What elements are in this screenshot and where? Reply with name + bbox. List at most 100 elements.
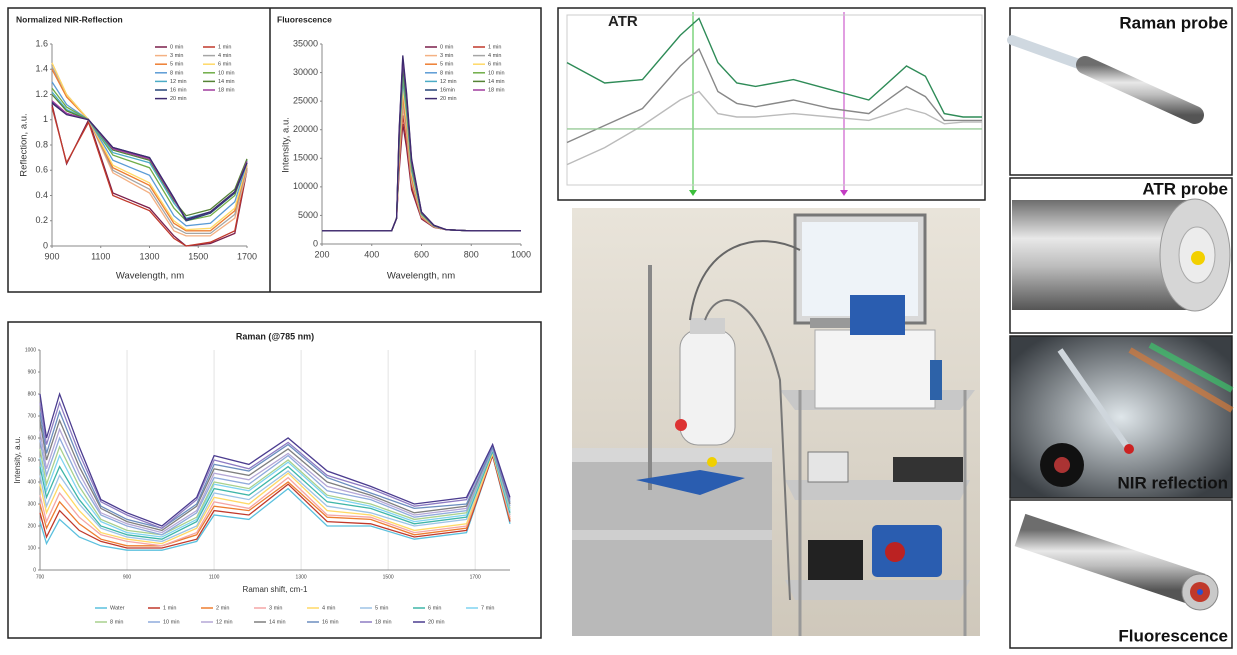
x-tick-label: 1000 [511, 249, 531, 259]
y-tick-label: 400 [28, 479, 37, 485]
chart-title: Raman (@785 nm) [236, 331, 314, 341]
legend-label: 18 min [218, 87, 235, 93]
legend-label: 14 min [218, 79, 235, 85]
x-axis-label: Raman shift, cm-1 [243, 585, 308, 594]
frame [7, 321, 542, 639]
legend-label: 6 min [218, 62, 231, 68]
x-tick-label: 900 [44, 251, 59, 261]
photo-label: NIR reflection [1117, 473, 1228, 492]
y-tick-label: 900 [28, 369, 37, 375]
series-line [39, 451, 511, 547]
x-tick-label: 900 [123, 574, 132, 580]
legend-label: 8 min [440, 70, 453, 76]
x-tick-label: 700 [36, 574, 45, 580]
series-line [51, 81, 248, 227]
legend-label: 3 min [170, 53, 183, 59]
chart: ATR [566, 13, 983, 186]
legend-label: 5 min [440, 62, 453, 68]
legend-label: 18 min [375, 619, 392, 625]
legend-label: 20 min [170, 96, 187, 102]
y-tick-label: 0.4 [35, 190, 48, 200]
y-tick-label: 300 [28, 501, 37, 507]
series-line [39, 451, 511, 547]
series-line [39, 391, 511, 527]
legend-label: 5 min [170, 62, 183, 68]
legend-label: 20 min [440, 96, 457, 102]
series-line [39, 453, 511, 551]
y-tick-label: 1 [43, 114, 48, 124]
y-tick-label: 500 [28, 457, 37, 463]
series-line [39, 446, 511, 538]
x-axis-label: Wavelength, nm [116, 271, 184, 282]
series-line [39, 418, 511, 532]
legend-label: 16min [440, 87, 455, 93]
y-tick-label: 15000 [293, 153, 318, 163]
y-tick-label: 0 [313, 238, 318, 248]
cursor-marker [689, 190, 697, 196]
legend-label: 12 min [440, 79, 457, 85]
legend-label: 10 min [488, 70, 505, 76]
legend-label: 8 min [170, 70, 183, 76]
chart: Normalized NIR-Reflection Wavelength, nm R… [16, 14, 257, 281]
photo-label: ATR probe [1142, 179, 1228, 198]
chart-title: ATR [608, 13, 638, 30]
legend-label: 0 min [170, 44, 183, 50]
series-line [39, 451, 511, 545]
series-line [566, 17, 982, 118]
y-tick-label: 700 [28, 413, 37, 419]
x-tick-label: 1700 [470, 574, 481, 580]
plot-area [566, 14, 983, 186]
legend-label: 10 min [163, 619, 180, 625]
y-axis-label: Intensity, a.u. [13, 437, 22, 484]
x-tick-label: 200 [314, 249, 329, 259]
photo-label: Fluorescence [1118, 626, 1228, 645]
series-line [51, 68, 248, 232]
legend-label: 12 min [170, 79, 187, 85]
photo-label: Raman probe [1119, 13, 1228, 32]
y-axis-label: Reflection, a.u. [19, 113, 30, 176]
legend-label: 18 min [488, 87, 505, 93]
legend-label: 3 min [269, 605, 282, 611]
y-tick-label: 5000 [298, 210, 318, 220]
series-line [39, 409, 511, 529]
legend-label: 16 min [170, 87, 187, 93]
legend-label: 1 min [488, 44, 501, 50]
x-tick-label: 1500 [383, 574, 394, 580]
series-line [39, 453, 511, 549]
y-tick-label: 1000 [25, 347, 36, 353]
frame [7, 7, 542, 293]
series-line [322, 69, 521, 232]
series-line [322, 55, 521, 232]
series-line [51, 102, 248, 221]
y-tick-label: 1.6 [35, 38, 48, 48]
x-tick-label: 1100 [91, 251, 110, 261]
legend-label: 6 min [428, 605, 441, 611]
legend-label: 4 min [488, 53, 501, 59]
legend-label: 3 min [440, 53, 453, 59]
legend-label: 20 min [428, 619, 445, 625]
legend-label: 7 min [481, 605, 494, 611]
series-line [39, 445, 511, 536]
y-tick-label: 1.2 [35, 89, 48, 99]
legend-label: 2 min [216, 605, 229, 611]
setup-photo [572, 208, 980, 636]
series-line [39, 449, 511, 543]
y-tick-label: 35000 [293, 38, 318, 48]
y-axis-label: Intensity, a.u. [281, 117, 292, 173]
chart: Fluorescence Wavelength, nm Intensity, a.u… [277, 14, 531, 281]
series-line [39, 427, 511, 534]
x-axis-label: Wavelength, nm [387, 271, 455, 282]
y-tick-label: 20000 [293, 124, 318, 134]
y-tick-label: 800 [28, 391, 37, 397]
x-tick-label: 1100 [209, 574, 220, 580]
legend-label: 8 min [110, 619, 123, 625]
x-tick-label: 1700 [237, 251, 257, 261]
y-tick-label: 0 [33, 567, 36, 573]
y-tick-label: 100 [28, 545, 37, 551]
y-tick-label: 1.4 [35, 64, 48, 74]
series-line [51, 94, 248, 217]
y-tick-label: 600 [28, 435, 37, 441]
legend-label: 4 min [322, 605, 335, 611]
series-line [322, 81, 521, 232]
y-tick-label: 0 [43, 240, 48, 250]
